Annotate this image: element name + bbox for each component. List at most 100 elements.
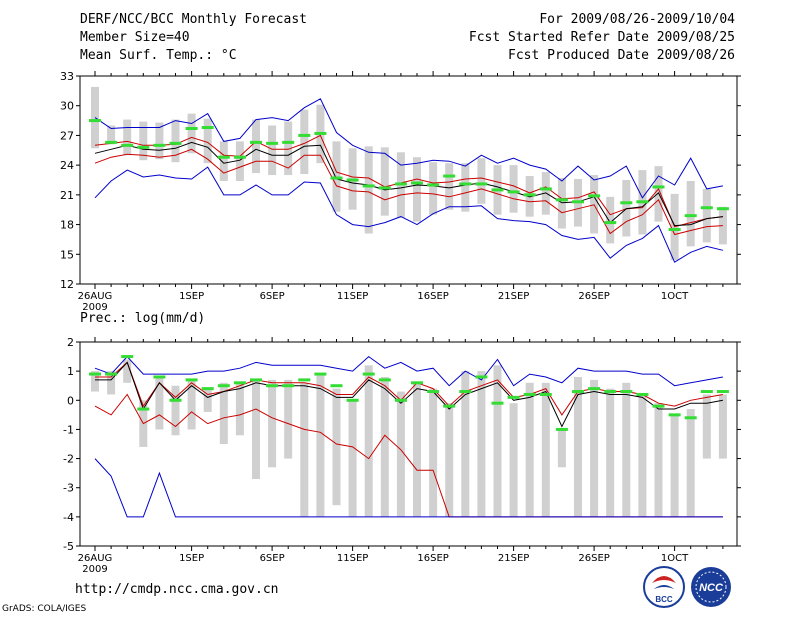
ensemble-box xyxy=(91,371,99,392)
reference-mark xyxy=(539,187,552,191)
ensemble-box xyxy=(396,391,405,517)
ensemble-box xyxy=(702,394,711,459)
reference-mark xyxy=(539,392,552,396)
reference-mark xyxy=(121,355,134,359)
ensemble-box xyxy=(252,379,260,479)
ensemble-box xyxy=(477,371,486,517)
reference-mark xyxy=(314,372,327,376)
y-tick-label: 24 xyxy=(60,159,74,172)
reference-mark xyxy=(620,390,633,394)
reference-mark xyxy=(330,176,343,180)
reference-mark xyxy=(555,198,568,202)
reference-mark xyxy=(523,193,536,197)
grads-credit: GrADS: COLA/IGES xyxy=(2,604,87,614)
reference-mark xyxy=(201,126,214,130)
ensemble-box xyxy=(718,206,727,245)
x-tick-label: 11SEP xyxy=(337,291,368,302)
reference-mark xyxy=(443,174,456,178)
ensemble-box xyxy=(284,379,293,459)
member-size: Member Size=40 xyxy=(80,30,190,45)
reference-mark xyxy=(411,181,423,185)
x-tick-label: 6SEP xyxy=(260,291,285,302)
ncc-logo: NCC xyxy=(691,567,731,607)
reference-mark xyxy=(89,119,101,123)
ensemble-box xyxy=(219,141,228,181)
forecast-produced-date: Fcst Produced Date 2009/08/26 xyxy=(508,48,735,63)
reference-mark xyxy=(169,398,182,402)
ensemble-box xyxy=(525,382,534,517)
reference-mark xyxy=(459,182,472,186)
reference-mark xyxy=(169,141,182,145)
x-tick-label: 16SEP xyxy=(417,291,448,302)
y-tick-label: -3 xyxy=(63,482,74,495)
reference-mark xyxy=(250,140,262,144)
x-tick-label: 1SEP xyxy=(179,291,204,302)
y-tick-label: -4 xyxy=(63,511,74,524)
y-tick-label: 1 xyxy=(67,365,74,378)
y-tick-label: 27 xyxy=(60,129,74,142)
ensemble-box xyxy=(670,414,679,517)
reference-mark xyxy=(716,390,729,394)
forecast-period: For 2009/08/26-2009/10/04 xyxy=(539,12,735,27)
reference-mark xyxy=(137,407,150,411)
reference-mark xyxy=(555,427,568,431)
ensemble-box xyxy=(702,188,711,243)
y-tick-label: 12 xyxy=(60,278,74,291)
y-tick-label: 33 xyxy=(60,70,74,83)
reference-mark xyxy=(411,381,423,385)
reference-mark xyxy=(105,140,118,144)
reference-mark xyxy=(266,384,279,388)
reference-mark xyxy=(572,390,584,394)
ensemble-box xyxy=(413,157,421,222)
ensemble-box xyxy=(107,125,116,145)
ensemble-box xyxy=(461,371,470,517)
series-spread_high-line xyxy=(95,361,723,416)
reference-mark xyxy=(523,392,536,396)
ensemble-box xyxy=(364,365,373,517)
ensemble-box xyxy=(203,388,212,412)
reference-mark xyxy=(427,390,440,394)
x-tick-label: 26AUG xyxy=(78,553,113,564)
reference-mark xyxy=(394,398,407,402)
ensemble-box xyxy=(171,385,180,436)
source-url[interactable]: http://cmdp.ncc.cma.gov.cn xyxy=(75,582,279,597)
ensemble-box xyxy=(622,382,631,517)
x-tick-label: 6SEP xyxy=(260,553,285,564)
reference-mark xyxy=(427,183,440,187)
chart-title: DERF/NCC/BCC Monthly Forecast xyxy=(80,12,307,27)
ensemble-box xyxy=(252,119,260,174)
ensemble-box xyxy=(284,121,293,176)
reference-mark xyxy=(137,145,150,149)
ensemble-box xyxy=(171,119,180,163)
reference-mark xyxy=(604,221,617,225)
reference-mark xyxy=(636,392,649,396)
x-tick-label: 21SEP xyxy=(498,553,529,564)
ensemble-box xyxy=(429,162,438,215)
reference-mark xyxy=(684,416,697,420)
plot-frame xyxy=(79,341,738,547)
x-tick-label: 26AUG xyxy=(78,291,113,302)
reference-mark xyxy=(233,155,246,159)
ensemble-box xyxy=(686,409,695,517)
reference-mark xyxy=(652,185,665,189)
reference-mark xyxy=(201,387,214,391)
ensemble-box xyxy=(316,374,325,517)
variable-label: Mean Surf. Temp.: °C xyxy=(80,48,237,63)
ensemble-box xyxy=(235,382,244,436)
reference-mark xyxy=(89,372,101,376)
ensemble-box xyxy=(235,141,244,181)
ensemble-box xyxy=(686,180,695,247)
x-tick-label: 16SEP xyxy=(417,553,448,564)
series-min-line xyxy=(94,458,723,518)
reference-mark xyxy=(572,200,584,204)
ensemble-box xyxy=(155,122,164,160)
y-tick-label: -5 xyxy=(63,540,74,553)
reference-mark xyxy=(668,228,681,232)
series-min-line xyxy=(94,166,724,263)
ensemble-box xyxy=(590,379,599,517)
ensemble-box xyxy=(413,382,421,517)
reference-mark xyxy=(507,395,520,399)
